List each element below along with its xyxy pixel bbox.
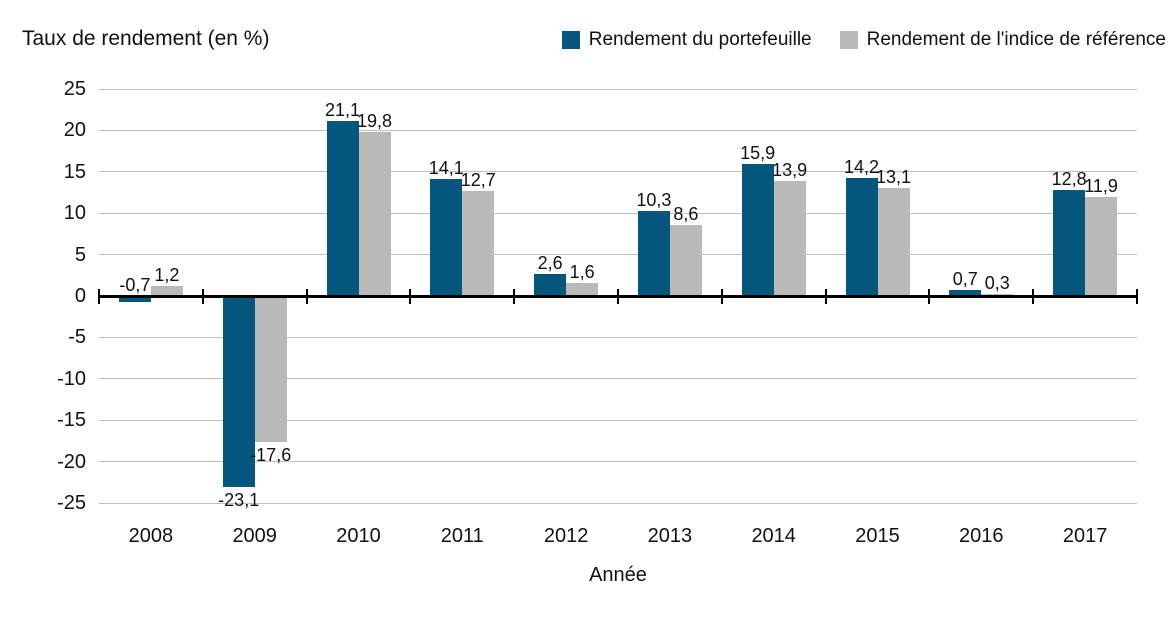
- bar-value-label: -17,6: [250, 444, 292, 465]
- y-tick-label: -10: [57, 367, 86, 390]
- gridline: [99, 129, 1137, 131]
- bar-portfolio-2012: [534, 274, 567, 296]
- y-tick-label: 5: [74, 243, 86, 266]
- axis-tick: [928, 289, 931, 304]
- bar-value-label: 21,1: [324, 100, 361, 121]
- x-tick-label: 2013: [647, 525, 693, 547]
- bar-portfolio-2016: [949, 290, 982, 296]
- y-tick-label: -25: [57, 492, 86, 514]
- axis-tick: [409, 289, 412, 304]
- y-tick-label: 10: [63, 202, 86, 225]
- gridline: [99, 502, 1137, 504]
- bar-value-label: 8,6: [673, 203, 699, 224]
- x-tick-label: 2009: [232, 525, 277, 547]
- bar-benchmark-2008: [150, 286, 183, 296]
- legend-label-benchmark: Rendement de l'indice de référence: [866, 29, 1166, 50]
- x-tick-label: 2010: [336, 525, 381, 547]
- legend-item-benchmark: Rendement de l'indice de référence: [839, 29, 1166, 51]
- bar-benchmark-2012: [566, 282, 599, 296]
- axis-tick: [824, 289, 827, 304]
- axis-tick: [98, 289, 100, 304]
- y-tick-label: 20: [63, 119, 86, 142]
- legend-item-portfolio: Rendement du portefeuille: [561, 29, 812, 51]
- y-tick-label: 25: [63, 78, 86, 100]
- axis-tick: [617, 289, 619, 304]
- bar-portfolio-2014: [741, 164, 774, 296]
- axis-tick: [305, 289, 308, 304]
- bar-portfolio-2008: [118, 296, 151, 302]
- x-tick-label: 2012: [543, 525, 589, 547]
- bar-value-label: 14,2: [843, 157, 880, 178]
- bar-benchmark-2015: [877, 187, 910, 296]
- bar-value-label: 2,6: [537, 253, 563, 274]
- bar-value-label: 11,9: [1084, 176, 1118, 197]
- y-tick-label: 15: [63, 160, 86, 183]
- axis-tick: [1032, 289, 1035, 304]
- gridline: [99, 336, 1137, 338]
- gridline: [99, 171, 1137, 173]
- bar-benchmark-2017: [1085, 197, 1118, 296]
- bar-value-label: 13,1: [875, 166, 912, 187]
- gridline: [99, 88, 1137, 90]
- x-tick-label: 2017: [1062, 525, 1108, 547]
- x-tick-label: 2008: [128, 525, 174, 547]
- x-tick-label: 2015: [855, 525, 900, 547]
- axis-tick: [201, 289, 204, 304]
- bar-value-label: 15,9: [740, 143, 776, 164]
- x-axis-title: Année: [589, 564, 647, 586]
- x-tick-label: 2011: [440, 525, 484, 547]
- bar-value-label: 13,9: [772, 159, 808, 180]
- bar-portfolio-2013: [637, 210, 670, 296]
- bar-value-label: 1,6: [569, 261, 595, 282]
- bar-portfolio-2011: [430, 179, 463, 296]
- legend: Rendement du portefeuille Rendement de l…: [561, 29, 1166, 51]
- bar-value-label: 12,8: [1051, 169, 1087, 190]
- bar-value-label: 10,3: [636, 189, 672, 210]
- gridline: [99, 378, 1137, 380]
- axis-tick: [1136, 289, 1138, 304]
- bar-value-label: 1,2: [154, 265, 180, 286]
- bar-portfolio-2010: [326, 121, 359, 296]
- gridline: [99, 461, 1137, 463]
- y-tick-label: -15: [57, 409, 86, 432]
- legend-swatch-benchmark-icon: [839, 31, 858, 49]
- bar-benchmark-2010: [358, 132, 391, 296]
- gridline: [99, 212, 1137, 214]
- bar-portfolio-2015: [845, 178, 878, 296]
- axis-tick: [513, 289, 516, 304]
- bar-value-label: 0,3: [984, 272, 1010, 293]
- bar-portfolio-2017: [1053, 190, 1086, 296]
- bar-value-label: 19,8: [356, 111, 393, 132]
- bar-benchmark-2013: [669, 224, 702, 296]
- legend-label-portfolio: Rendement du portefeuille: [588, 29, 812, 50]
- bar-value-label: 0,7: [952, 269, 978, 290]
- bar-benchmark-2014: [773, 180, 806, 296]
- bar-value-label: 12,7: [460, 169, 496, 190]
- y-tick-label: -5: [68, 326, 86, 349]
- axis-tick: [720, 289, 723, 304]
- x-tick-label: 2014: [751, 525, 796, 547]
- y-tick-label: 0: [74, 285, 86, 307]
- bar-benchmark-2016: [981, 293, 1014, 296]
- gridline: [99, 254, 1137, 256]
- bar-portfolio-2009: [222, 296, 255, 488]
- y-tick-label: -20: [57, 450, 86, 473]
- chart-title: Taux de rendement (en %): [22, 27, 270, 50]
- x-tick-label: 2016: [959, 525, 1004, 547]
- bar-value-label: -0,7: [119, 275, 151, 295]
- legend-swatch-portfolio-icon: [561, 31, 580, 49]
- bar-benchmark-2009: [254, 296, 287, 442]
- gridline: [99, 419, 1137, 421]
- bar-benchmark-2011: [462, 190, 495, 296]
- bar-value-label: 14,1: [428, 158, 464, 179]
- bar-value-label: -23,1: [218, 490, 260, 511]
